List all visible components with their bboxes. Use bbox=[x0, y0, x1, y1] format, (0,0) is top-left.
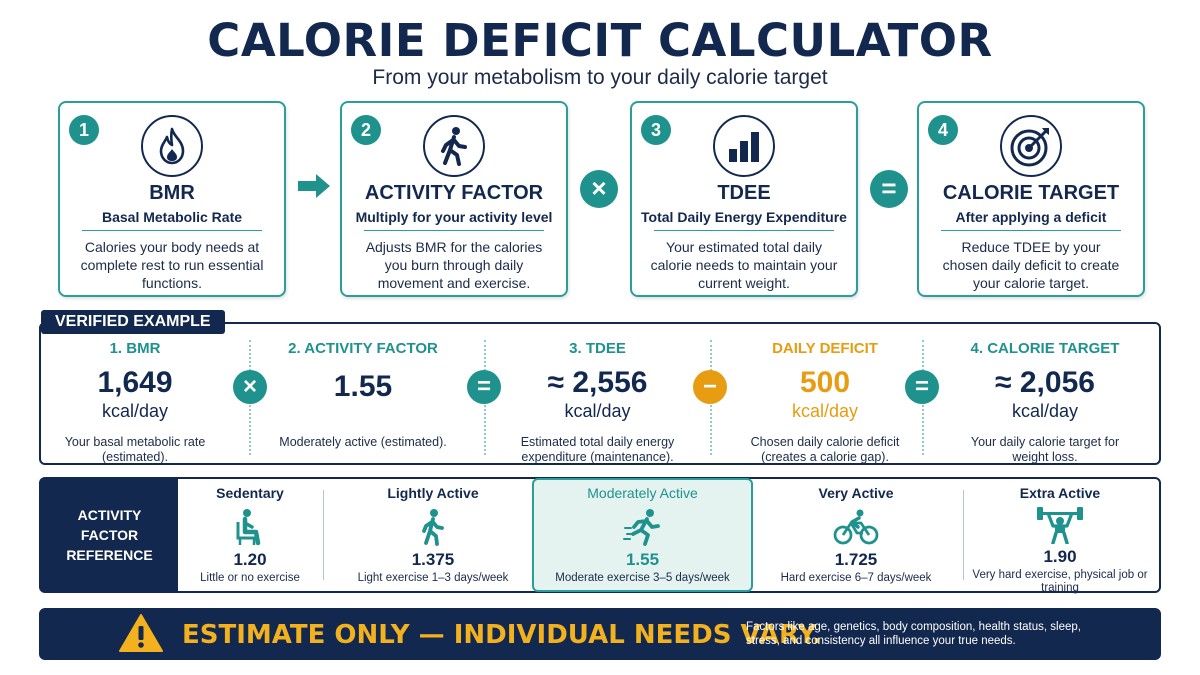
level-name: Extra Active bbox=[1019, 485, 1101, 501]
step-subtitle: Basal Metabolic Rate bbox=[101, 209, 243, 225]
target-icon bbox=[1000, 115, 1062, 177]
step-description: Adjusts BMR for the calories you burn th… bbox=[365, 239, 543, 291]
example-label: 4. CALORIE TARGET bbox=[970, 340, 1120, 357]
example-daily-deficit: DAILY DEFICIT 500 kcal/day Chosen daily … bbox=[735, 340, 915, 465]
example-label: DAILY DEFICIT bbox=[772, 340, 878, 357]
divider bbox=[963, 490, 964, 580]
level-description: Little or no exercise bbox=[200, 572, 300, 584]
example-unit bbox=[278, 405, 448, 427]
example-calorie-target: 4. CALORIE TARGET ≈ 2,056 kcal/day Your … bbox=[955, 340, 1135, 465]
arrow-right-icon bbox=[296, 172, 332, 205]
example-tdee: 3. TDEE ≈ 2,556 kcal/day Estimated total… bbox=[510, 340, 685, 465]
example-description: Estimated total daily energy expenditure… bbox=[520, 435, 675, 464]
flame-icon bbox=[141, 115, 203, 177]
step-title: BMR bbox=[149, 182, 195, 204]
page-subtitle: From your metabolism to your daily calor… bbox=[372, 66, 828, 89]
step-description: Your estimated total daily calorie needs… bbox=[650, 239, 838, 291]
divider bbox=[364, 230, 544, 231]
example-value: 1.55 bbox=[333, 370, 393, 403]
step-subtitle: Multiply for your activity level bbox=[355, 209, 553, 225]
reference-heading: ACTIVITY FACTOR REFERENCE bbox=[41, 479, 178, 591]
step-number: 3 bbox=[641, 115, 671, 145]
step-title: ACTIVITY FACTOR bbox=[364, 182, 544, 204]
multiply-operator-icon: × bbox=[580, 170, 618, 208]
level-name: Sedentary bbox=[216, 485, 284, 501]
step-title: CALORIE TARGET bbox=[942, 182, 1120, 204]
example-value: 1,649 bbox=[97, 366, 173, 399]
example-activity-factor: 2. ACTIVITY FACTOR 1.55 Moderately activ… bbox=[278, 340, 448, 450]
seated-person-icon bbox=[180, 507, 320, 547]
equals-operator-icon: = bbox=[905, 370, 939, 404]
warning-icon bbox=[118, 613, 164, 658]
divider bbox=[654, 230, 834, 231]
walking-person-icon bbox=[335, 507, 531, 547]
example-description: Your daily calorie target for weight los… bbox=[970, 435, 1120, 464]
running-person-icon bbox=[534, 507, 751, 547]
step-number: 1 bbox=[69, 115, 99, 145]
example-unit: kcal/day bbox=[791, 401, 859, 421]
page-title: CALORIE DEFICIT CALCULATOR bbox=[207, 14, 993, 67]
step-subtitle: After applying a deficit bbox=[955, 209, 1107, 225]
disclaimer-note: Factors like age, genetics, body composi… bbox=[746, 621, 1081, 647]
step-card-calorie-target: 4 CALORIE TARGET After applying a defici… bbox=[917, 101, 1145, 297]
disclaimer-banner bbox=[39, 608, 1161, 660]
level-name: Moderately Active bbox=[587, 485, 698, 501]
bar-chart-icon bbox=[713, 115, 775, 177]
level-name: Lightly Active bbox=[387, 485, 479, 501]
example-description: Chosen daily calorie deficit (creates a … bbox=[750, 435, 900, 464]
level-extra-active: Extra Active 1.90 Very hard exercise, ph… bbox=[970, 480, 1150, 594]
level-description: Light exercise 1–3 days/week bbox=[357, 572, 509, 584]
example-unit: kcal/day bbox=[1011, 401, 1079, 421]
equals-operator-icon: = bbox=[467, 370, 501, 404]
step-card-activity-factor: 2 ACTIVITY FACTOR Multiply for your acti… bbox=[340, 101, 568, 297]
example-value: ≈ 2,056 bbox=[995, 366, 1095, 399]
example-label: 3. TDEE bbox=[569, 340, 626, 357]
level-factor: 1.55 bbox=[625, 550, 660, 569]
example-label: 1. BMR bbox=[109, 340, 161, 357]
example-label: 2. ACTIVITY FACTOR bbox=[288, 340, 438, 357]
level-name: Very Active bbox=[818, 485, 894, 501]
verified-example-heading: VERIFIED EXAMPLE bbox=[41, 310, 225, 334]
step-card-bmr: 1 BMR Basal Metabolic Rate Calories your… bbox=[58, 101, 286, 297]
level-sedentary: Sedentary 1.20 Little or no exercise bbox=[180, 480, 320, 590]
example-unit: kcal/day bbox=[101, 401, 169, 421]
step-description: Reduce TDEE by your chosen daily deficit… bbox=[942, 239, 1120, 291]
weightlifter-icon bbox=[970, 504, 1150, 544]
divider bbox=[941, 230, 1121, 231]
divider bbox=[323, 490, 324, 580]
level-description: Very hard exercise, physical job or trai… bbox=[972, 569, 1148, 594]
equals-operator-icon: = bbox=[870, 170, 908, 208]
step-subtitle: Total Daily Energy Expenditure bbox=[641, 209, 847, 225]
divider bbox=[82, 230, 262, 231]
verified-example-panel bbox=[39, 322, 1161, 465]
example-bmr: 1. BMR 1,649 kcal/day Your basal metabol… bbox=[50, 340, 220, 465]
walking-person-icon bbox=[423, 115, 485, 177]
example-description: Your basal metabolic rate (estimated). bbox=[64, 435, 206, 464]
level-factor: 1.90 bbox=[1043, 547, 1077, 566]
example-value: ≈ 2,556 bbox=[547, 366, 648, 399]
level-very-active: Very Active 1.725 Hard exercise 6–7 days… bbox=[756, 480, 956, 590]
level-moderately-active: Moderately Active 1.55 Moderate exercise… bbox=[534, 480, 751, 590]
example-unit: kcal/day bbox=[564, 401, 631, 421]
example-value: 500 bbox=[799, 366, 851, 399]
step-number: 2 bbox=[351, 115, 381, 145]
multiply-operator-icon: × bbox=[233, 370, 267, 404]
level-description: Hard exercise 6–7 days/week bbox=[780, 572, 932, 584]
step-description: Calories your body needs at complete res… bbox=[80, 239, 264, 291]
selected-level-highlight bbox=[532, 478, 753, 592]
level-factor: 1.375 bbox=[411, 550, 455, 569]
example-description: Moderately active (estimated). bbox=[279, 435, 447, 449]
minus-operator-icon: − bbox=[693, 370, 727, 404]
level-factor: 1.20 bbox=[233, 550, 267, 569]
level-description: Moderate exercise 3–5 days/week bbox=[555, 572, 730, 584]
level-factor: 1.725 bbox=[834, 550, 878, 569]
step-title: TDEE bbox=[717, 182, 771, 204]
step-card-tdee: 3 TDEE Total Daily Energy Expenditure Yo… bbox=[630, 101, 858, 297]
step-number: 4 bbox=[928, 115, 958, 145]
cyclist-icon bbox=[756, 507, 956, 547]
level-lightly-active: Lightly Active 1.375 Light exercise 1–3 … bbox=[335, 480, 531, 590]
disclaimer-headline: ESTIMATE ONLY — INDIVIDUAL NEEDS VARY. bbox=[182, 620, 822, 650]
